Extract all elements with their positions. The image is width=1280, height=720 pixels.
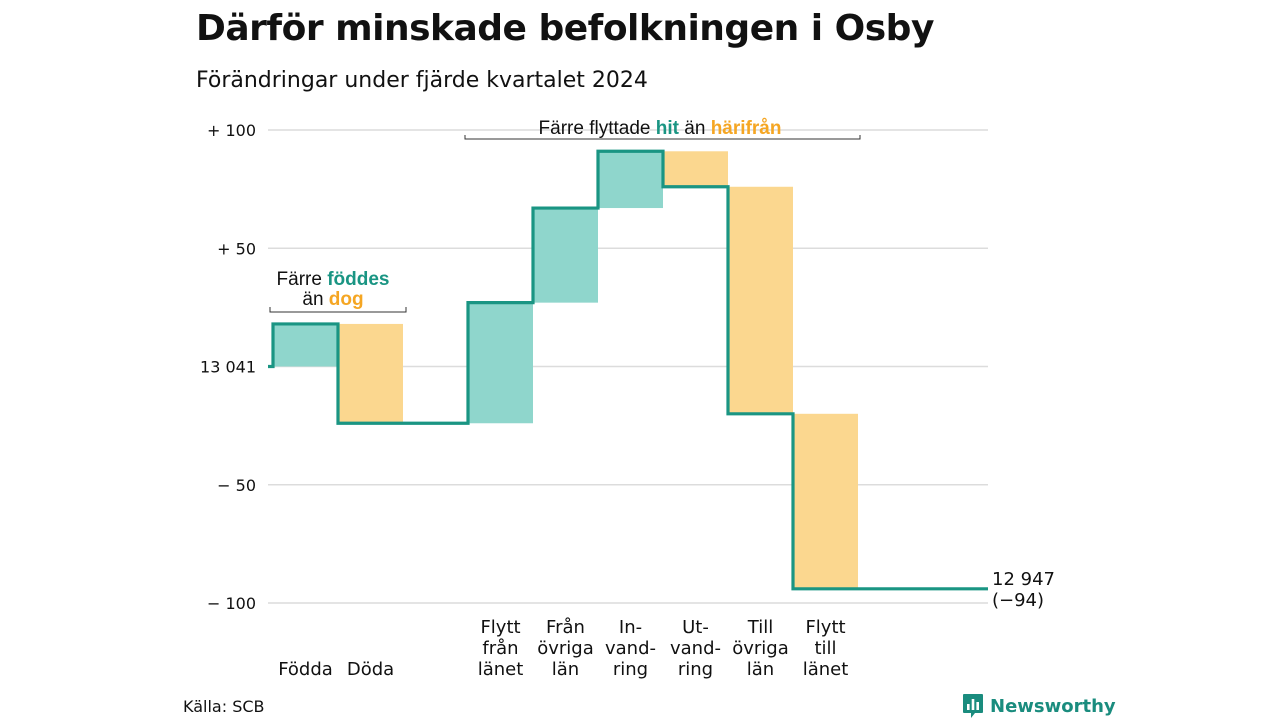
category-label: ring	[678, 659, 713, 680]
category-label: övriga	[732, 638, 789, 659]
waterfall-bar	[728, 186, 793, 414]
category-label: Från	[546, 617, 585, 638]
category-label: Flytt	[805, 617, 845, 638]
category-label: till	[814, 638, 836, 659]
category-label: övriga	[537, 638, 594, 659]
annotation-bracket	[464, 135, 861, 140]
category-label: län	[552, 659, 579, 680]
category-label: Flytt	[480, 617, 520, 638]
chart-title: Därför minskade befolkningen i Osby	[196, 8, 934, 49]
category-label: Ut-	[682, 617, 709, 638]
category-label: vand-	[670, 638, 721, 659]
category-label: länet	[478, 659, 524, 680]
category-label: ring	[613, 659, 648, 680]
y-tick-label: + 50	[217, 239, 256, 258]
logo-text: Newsworthy	[990, 695, 1116, 717]
waterfall-bar	[273, 323, 338, 367]
y-tick-label: + 100	[207, 121, 256, 140]
category-label: län	[747, 659, 774, 680]
category-label: In-	[619, 617, 642, 638]
waterfall-bar	[793, 413, 858, 589]
chart-subtitle: Förändringar under fjärde kvartalet 2024	[196, 68, 648, 93]
category-label: från	[482, 638, 518, 659]
annotation-births: Färre föddes	[277, 269, 390, 290]
newsworthy-logo[interactable]: Newsworthy	[962, 693, 1116, 719]
waterfall-bar	[468, 302, 533, 424]
waterfall-bar	[533, 208, 598, 303]
annotation-migration: Färre flyttade hit än härifrån	[539, 118, 782, 139]
annotation-bracket	[269, 307, 407, 313]
waterfall-bar	[598, 151, 663, 209]
waterfall-bar	[338, 323, 403, 424]
category-label: Döda	[347, 659, 394, 680]
y-tick-label: 13 041	[200, 358, 256, 377]
annotation-deaths: än dog	[302, 289, 363, 310]
category-label: Födda	[278, 659, 333, 680]
source-note: Källa: SCB	[183, 697, 265, 716]
category-label: Till	[747, 617, 773, 638]
category-label: länet	[803, 659, 849, 680]
y-tick-label: − 100	[207, 594, 256, 613]
newsworthy-logo-icon	[963, 694, 983, 718]
end-value-label: (−94)	[992, 590, 1044, 611]
population-step-line	[268, 149, 988, 591]
end-value-label: 12 947	[992, 569, 1055, 590]
waterfall-bar	[663, 151, 728, 187]
category-label: vand-	[605, 638, 656, 659]
y-tick-label: − 50	[217, 476, 256, 495]
